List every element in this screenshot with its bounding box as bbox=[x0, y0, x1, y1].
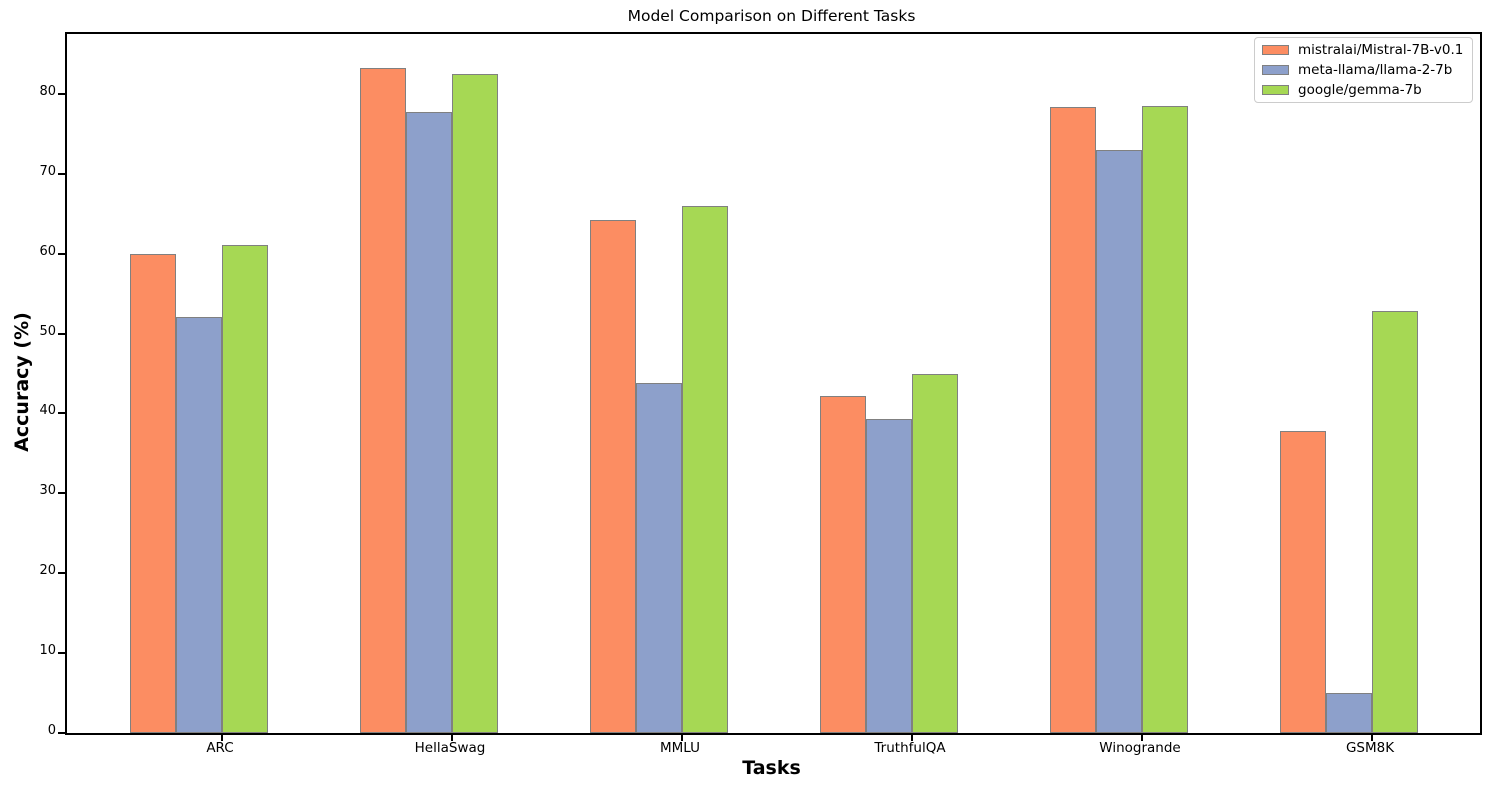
y-tick-mark bbox=[58, 252, 65, 255]
y-tick-label: 10 bbox=[39, 643, 56, 659]
y-tick-label: 70 bbox=[39, 163, 56, 179]
y-tick-mark bbox=[58, 412, 65, 415]
x-tick-label-mmlu: MMLU bbox=[659, 740, 701, 756]
y-tick-label: 50 bbox=[39, 323, 56, 339]
plot-area bbox=[58, 32, 1482, 741]
x-tick-label-hellaswag: HellaSwag bbox=[414, 740, 486, 756]
y-tick-mark bbox=[58, 652, 65, 655]
x-tick-mark bbox=[451, 735, 453, 741]
y-tick-mark bbox=[58, 172, 65, 175]
legend-label: mistralai/Mistral-7B-v0.1 bbox=[1298, 42, 1464, 59]
y-tick-mark bbox=[58, 92, 65, 95]
y-tick-label: 40 bbox=[39, 403, 56, 419]
y-tick-mark bbox=[58, 732, 65, 734]
bar-winogrande-series1 bbox=[1050, 107, 1096, 733]
legend-item: google/gemma-7b bbox=[1262, 81, 1465, 98]
x-tick-mark bbox=[1371, 735, 1373, 741]
x-tick-label-winogrande: Winogrande bbox=[1099, 740, 1181, 756]
legend-item: meta-llama/llama-2-7b bbox=[1262, 62, 1465, 79]
y-tick-mark bbox=[58, 572, 65, 575]
bar-hellaswag-series2 bbox=[406, 112, 452, 733]
y-tick-label: 20 bbox=[39, 563, 56, 579]
y-tick-mark bbox=[58, 492, 65, 495]
bar-arc-series3 bbox=[222, 245, 268, 733]
y-tick-label: 60 bbox=[39, 243, 56, 259]
legend: mistralai/Mistral-7B-v0.1 meta-llama/llam… bbox=[1254, 37, 1473, 103]
x-axis-label: Tasks bbox=[742, 757, 801, 779]
bar-arc-series2 bbox=[176, 317, 222, 733]
y-axis-label: Accuracy (%) bbox=[11, 312, 33, 452]
bar-truthfulqa-series1 bbox=[820, 396, 866, 733]
x-tick-mark bbox=[911, 735, 913, 741]
bar-hellaswag-series3 bbox=[452, 74, 498, 733]
bar-truthfulqa-series2 bbox=[866, 419, 912, 733]
x-tick-label-gsm8k: GSM8K bbox=[1345, 740, 1395, 756]
bar-gsm8k-series1 bbox=[1280, 431, 1326, 733]
legend-label: meta-llama/llama-2-7b bbox=[1298, 62, 1453, 78]
y-tick-label: 30 bbox=[39, 483, 56, 499]
legend-swatch bbox=[1262, 84, 1289, 95]
legend-label: google/gemma-7b bbox=[1298, 81, 1422, 98]
bar-winogrande-series3 bbox=[1142, 106, 1188, 733]
x-tick-label-arc: ARC bbox=[206, 740, 234, 756]
bar-mmlu-series2 bbox=[636, 383, 682, 733]
bar-arc-series1 bbox=[130, 254, 176, 733]
legend-item: mistralai/Mistral-7B-v0.1 bbox=[1262, 42, 1465, 59]
bar-mmlu-series1 bbox=[590, 220, 636, 733]
bar-gsm8k-series3 bbox=[1372, 311, 1418, 733]
x-tick-mark bbox=[681, 735, 683, 741]
y-tick-label: 80 bbox=[39, 83, 56, 99]
bar-gsm8k-series2 bbox=[1326, 693, 1372, 733]
bar-hellaswag-series1 bbox=[360, 68, 406, 733]
x-tick-mark bbox=[221, 735, 223, 741]
legend-swatch bbox=[1262, 65, 1289, 75]
y-tick-mark bbox=[58, 332, 65, 335]
bar-mmlu-series3 bbox=[682, 206, 728, 733]
x-tick-label-truthfulqa: TruthfulQA bbox=[874, 740, 946, 756]
y-tick-label: 0 bbox=[47, 723, 56, 738]
x-tick-mark bbox=[1141, 735, 1143, 741]
bar-truthfulqa-series3 bbox=[912, 374, 958, 733]
legend-swatch bbox=[1262, 45, 1289, 56]
bar-winogrande-series2 bbox=[1096, 150, 1142, 733]
chart-title: Model Comparison on Different Tasks bbox=[627, 7, 916, 25]
